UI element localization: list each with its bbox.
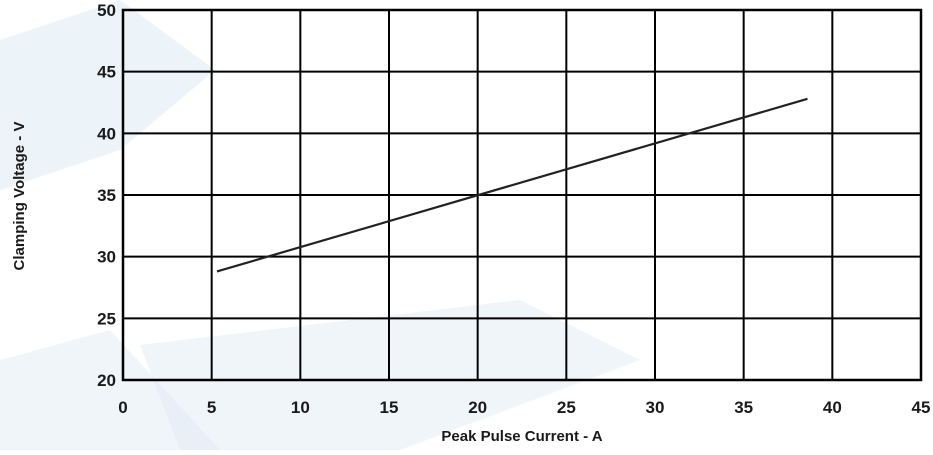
x-tick-label: 40	[823, 398, 842, 417]
watermark-shape	[0, 330, 220, 450]
plot-frame	[121, 8, 923, 382]
y-tick-label: 40	[97, 124, 116, 143]
y-tick-labels: 20 25 30 35 40 45 50	[97, 1, 116, 390]
series-layer	[216, 97, 808, 273]
x-tick-label: 20	[468, 398, 487, 417]
x-tick-label: 35	[734, 398, 753, 417]
y-axis-title: Clamping Voltage - V	[11, 122, 28, 271]
y-tick-label: 30	[97, 248, 116, 267]
x-tick-label: 10	[291, 398, 310, 417]
watermark-shape	[0, 0, 215, 190]
y-tick-label: 25	[97, 309, 116, 328]
y-tick-label: 45	[97, 63, 116, 82]
y-tick-label: 35	[97, 186, 116, 205]
x-tick-label: 45	[912, 398, 931, 417]
x-tick-label: 25	[557, 398, 576, 417]
watermark-logo	[0, 0, 640, 450]
y-tick-label: 20	[97, 371, 116, 390]
x-tick-label: 15	[380, 398, 399, 417]
x-tick-label: 0	[118, 398, 127, 417]
grid-lines	[121, 8, 923, 382]
x-tick-label: 5	[207, 398, 216, 417]
y-tick-label: 50	[97, 1, 116, 20]
x-axis-title: Peak Pulse Current - A	[441, 428, 602, 445]
x-tick-labels: 0 5 10 15 20 25 30 35 40 45	[118, 398, 930, 417]
x-tick-label: 30	[646, 398, 665, 417]
series-line	[216, 97, 808, 273]
